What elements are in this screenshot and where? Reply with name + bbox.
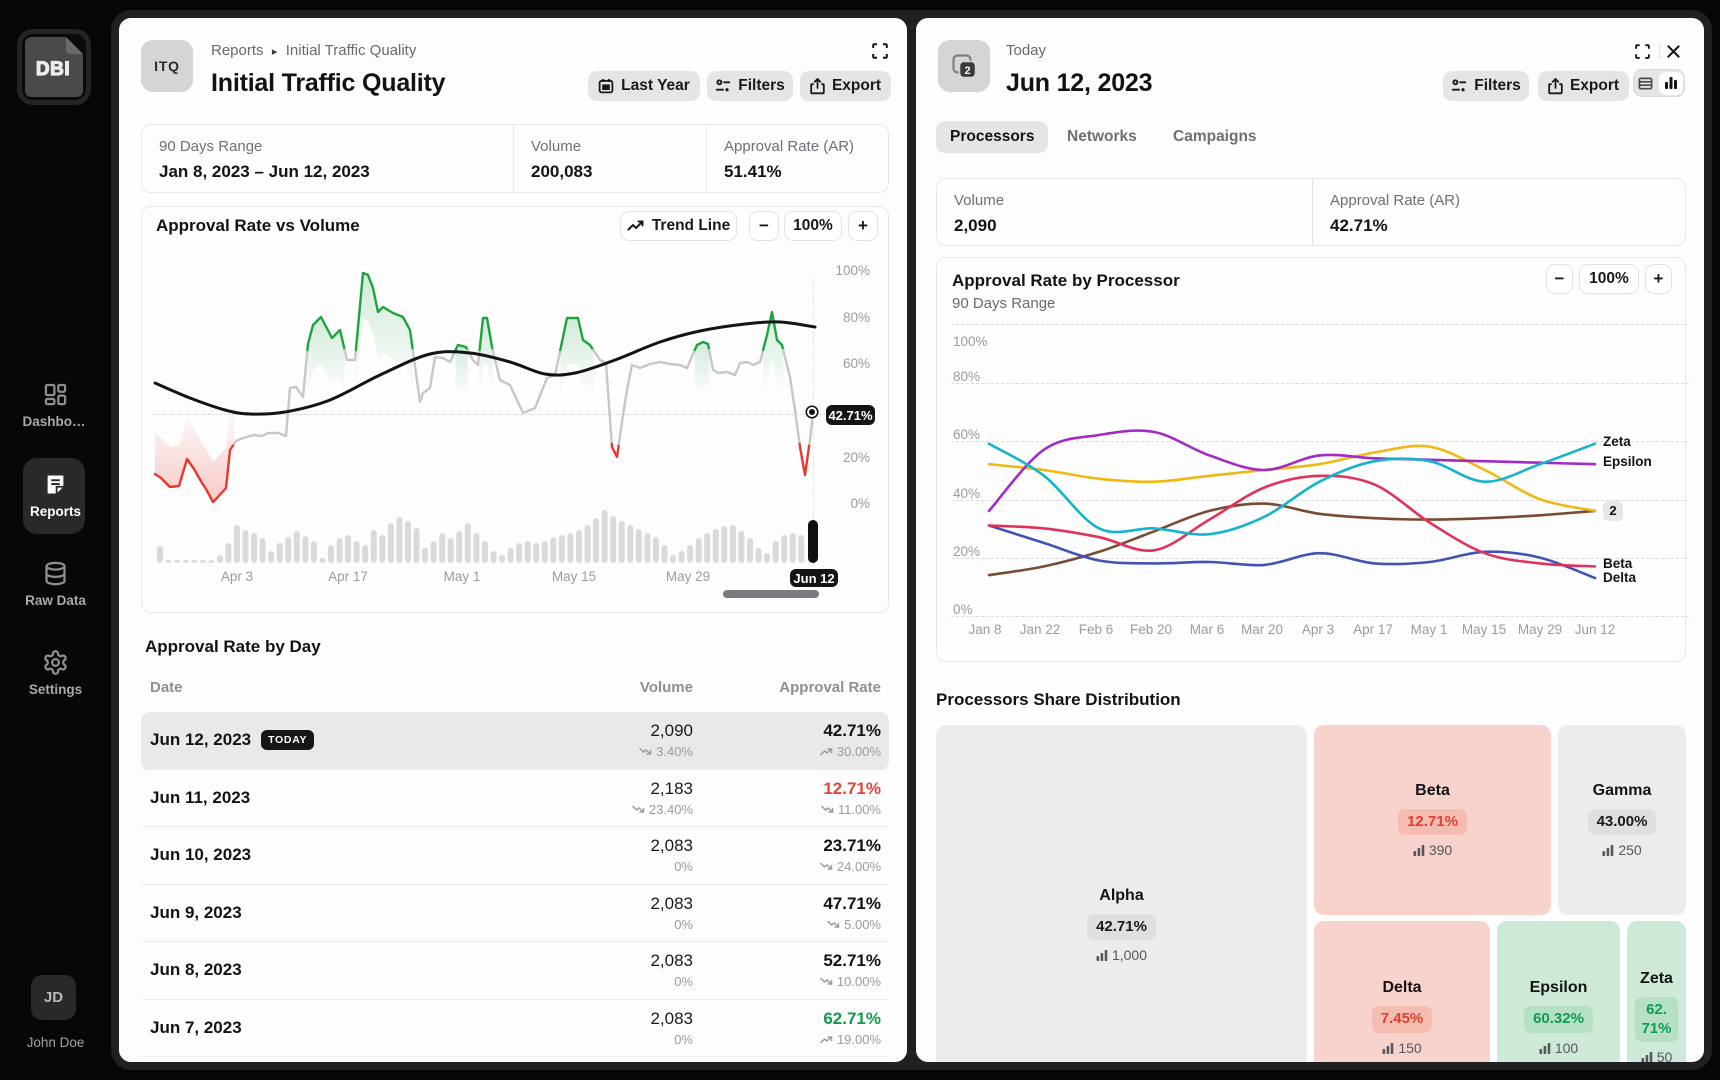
svg-text:DBI: DBI <box>36 59 70 80</box>
svg-text:2: 2 <box>964 65 970 77</box>
